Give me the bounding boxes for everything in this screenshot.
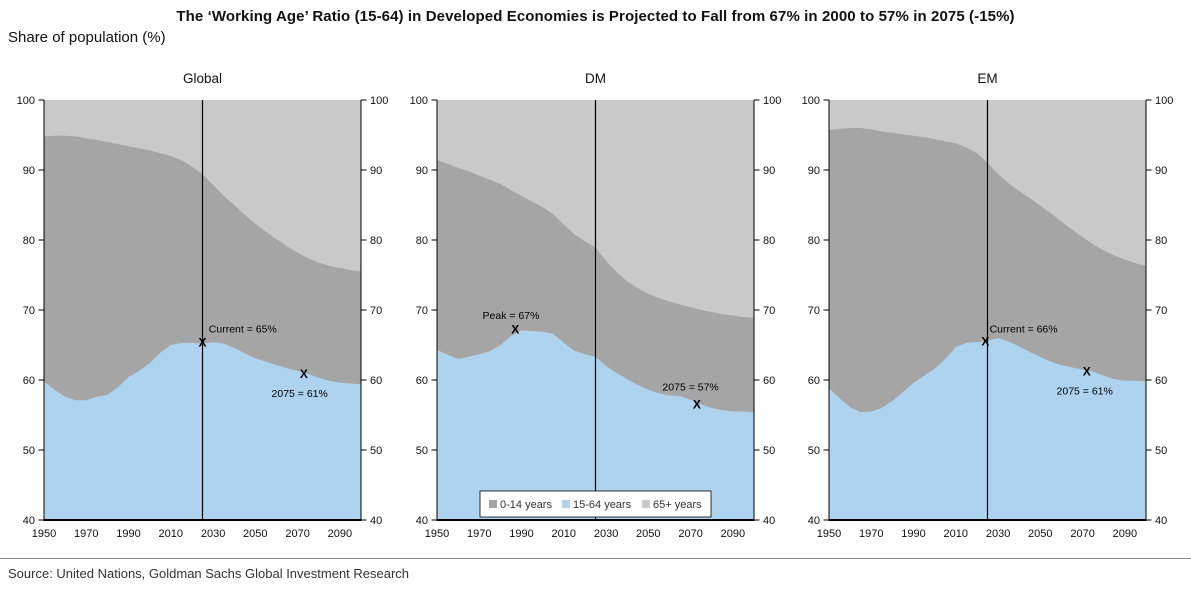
y-tick-label-left: 50 xyxy=(23,445,35,457)
x-tick-label: 1970 xyxy=(859,528,883,540)
x-tick-label: 1970 xyxy=(74,528,98,540)
legend-box xyxy=(479,490,711,518)
panel-title: EM xyxy=(977,71,997,86)
y-tick-label-left: 40 xyxy=(808,515,820,527)
x-tick-label: 1950 xyxy=(817,528,841,540)
annotation-marker: X xyxy=(1083,364,1091,378)
legend-swatch xyxy=(641,500,650,508)
annotation-label: Peak = 67% xyxy=(482,310,539,322)
legend-label: 15-64 years xyxy=(573,499,632,511)
x-tick-label: 2070 xyxy=(678,528,702,540)
y-tick-label-left: 100 xyxy=(802,95,820,107)
panel-title: Global xyxy=(183,71,222,86)
y-tick-label-left: 90 xyxy=(415,165,427,177)
x-tick-label: 2050 xyxy=(1028,528,1052,540)
annotation-marker: X xyxy=(981,334,989,348)
y-tick-label-left: 60 xyxy=(23,375,35,387)
annotation-marker: X xyxy=(198,336,206,350)
y-tick-label-left: 80 xyxy=(808,235,820,247)
y-tick-label-left: 60 xyxy=(415,375,427,387)
annotation-marker: X xyxy=(300,367,308,381)
y-tick-label-left: 70 xyxy=(415,305,427,317)
source-note: Source: United Nations, Goldman Sachs Gl… xyxy=(8,566,410,581)
footer-divider xyxy=(0,558,1191,559)
y-tick-label-right: 60 xyxy=(370,375,382,387)
y-tick-label-right: 60 xyxy=(763,375,775,387)
x-tick-label: 1950 xyxy=(424,528,448,540)
y-tick-label-left: 50 xyxy=(808,445,820,457)
panel-dm: DM 40 40 50 50 60 60 70 70 80 80 90 90 100 100 1950 1970… xyxy=(409,71,781,540)
x-tick-label: 2090 xyxy=(720,528,744,540)
y-tick-label-left: 90 xyxy=(23,165,35,177)
y-tick-label-right: 40 xyxy=(1155,515,1167,527)
y-tick-label-left: 70 xyxy=(23,305,35,317)
annotation-marker: X xyxy=(692,397,700,411)
chart-subtitle: Share of population (%) xyxy=(8,29,166,46)
x-tick-label: 2030 xyxy=(593,528,617,540)
x-tick-label: 2030 xyxy=(986,528,1010,540)
x-tick-label: 2070 xyxy=(1070,528,1094,540)
y-tick-label-right: 40 xyxy=(763,515,775,527)
legend-swatch xyxy=(561,500,570,508)
annotation-label: 2075 = 61% xyxy=(1057,386,1113,398)
x-tick-label: 1970 xyxy=(467,528,491,540)
x-tick-label: 2030 xyxy=(201,528,225,540)
legend-label: 65+ years xyxy=(653,499,702,511)
y-tick-label-right: 90 xyxy=(1155,165,1167,177)
x-tick-label: 2090 xyxy=(328,528,352,540)
y-tick-label-right: 50 xyxy=(1155,445,1167,457)
legend-label: 0-14 years xyxy=(500,499,552,511)
y-tick-label-right: 100 xyxy=(763,95,781,107)
y-tick-label-left: 90 xyxy=(808,165,820,177)
y-tick-label-right: 50 xyxy=(763,445,775,457)
legend-swatch xyxy=(488,500,497,508)
y-tick-label-left: 70 xyxy=(808,305,820,317)
x-tick-label: 2050 xyxy=(243,528,267,540)
y-tick-label-left: 50 xyxy=(415,445,427,457)
chart-title: The ‘Working Age’ Ratio (15-64) in Devel… xyxy=(176,8,1015,25)
y-tick-label-right: 80 xyxy=(763,235,775,247)
y-tick-label-right: 90 xyxy=(763,165,775,177)
annotation-label: Current = 66% xyxy=(990,323,1058,335)
y-tick-label-right: 60 xyxy=(1155,375,1167,387)
x-tick-label: 2050 xyxy=(636,528,660,540)
annotation-marker: X xyxy=(511,322,519,336)
x-tick-label: 1990 xyxy=(116,528,140,540)
y-tick-label-right: 100 xyxy=(1155,95,1173,107)
x-tick-label: 1990 xyxy=(509,528,533,540)
y-tick-label-right: 70 xyxy=(1155,305,1167,317)
y-tick-label-left: 80 xyxy=(415,235,427,247)
panel-title: DM xyxy=(585,71,606,86)
y-tick-label-left: 60 xyxy=(808,375,820,387)
y-tick-label-left: 40 xyxy=(415,515,427,527)
annotation-label: 2075 = 57% xyxy=(662,382,718,394)
y-tick-label-left: 80 xyxy=(23,235,35,247)
y-tick-label-right: 50 xyxy=(370,445,382,457)
x-tick-label: 2090 xyxy=(1113,528,1137,540)
panel-global: Global 40 40 50 50 60 60 70 70 80 80 90 90 100 100 1950… xyxy=(17,71,389,540)
x-tick-label: 1990 xyxy=(901,528,925,540)
x-tick-label: 2070 xyxy=(285,528,309,540)
y-tick-label-right: 70 xyxy=(763,305,775,317)
x-tick-label: 2010 xyxy=(551,528,575,540)
y-tick-label-right: 80 xyxy=(370,235,382,247)
y-tick-label-left: 40 xyxy=(23,515,35,527)
charts-row: Global 40 40 50 50 60 60 70 70 80 80 90 90 100 100 1950… xyxy=(0,57,1191,542)
y-tick-label-left: 100 xyxy=(409,95,427,107)
y-tick-label-right: 80 xyxy=(1155,235,1167,247)
y-tick-label-left: 100 xyxy=(17,95,35,107)
x-tick-label: 1950 xyxy=(32,528,56,540)
panel-em: EM 40 40 50 50 60 60 70 70 80 80 90 90 100 100 1950 1970… xyxy=(802,71,1174,540)
annotation-label: 2075 = 61% xyxy=(272,388,328,400)
y-tick-label-right: 40 xyxy=(370,515,382,527)
y-tick-label-right: 100 xyxy=(370,95,388,107)
x-tick-label: 2010 xyxy=(159,528,183,540)
y-tick-label-right: 70 xyxy=(370,305,382,317)
y-tick-label-right: 90 xyxy=(370,165,382,177)
annotation-label: Current = 65% xyxy=(209,323,277,335)
x-tick-label: 2010 xyxy=(944,528,968,540)
